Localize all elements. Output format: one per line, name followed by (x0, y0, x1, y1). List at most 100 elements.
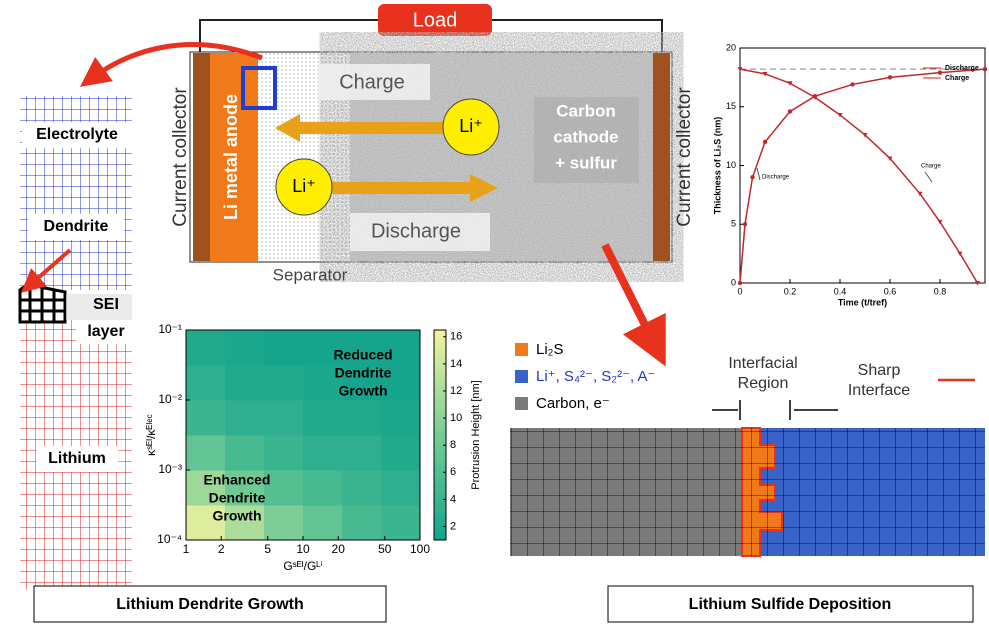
electrolyte-label: Electrolyte (36, 126, 118, 143)
x-tick-label: 0.8 (934, 286, 947, 296)
marker (763, 140, 767, 144)
colorbar-segment (434, 435, 446, 441)
cathode-label: cathode (553, 127, 618, 146)
marker (750, 175, 754, 179)
heat-cell (303, 435, 343, 471)
annotation: Dendrite (335, 365, 392, 381)
separator-label: Separator (273, 265, 348, 284)
x-tick-label: 1 (183, 542, 190, 556)
colorbar-segment (434, 430, 446, 436)
annotation: Growth (339, 383, 388, 399)
heat-cell (381, 505, 421, 541)
collector-label: Current collector (170, 87, 191, 227)
colorbar-segment (434, 372, 446, 378)
marker (938, 70, 942, 74)
colorbar-tick-label: 16 (450, 331, 462, 343)
colorbar-segment (434, 524, 446, 530)
annotation: Charge (921, 164, 941, 170)
x-axis-label: Gˢᴱᴵ/Gᴸⁱ (283, 559, 322, 573)
heat-cell (225, 400, 265, 436)
legend-swatch (515, 343, 528, 356)
y-axis-label: Thickness of Li₂S (nm) (712, 117, 722, 215)
colorbar-segment (434, 341, 446, 347)
y-tick-label: 10⁻² (158, 392, 182, 406)
y-tick-label: 10 (726, 160, 736, 170)
colorbar-segment (434, 335, 446, 341)
heat-cell (186, 330, 226, 366)
collector-label: Current collector (674, 87, 695, 227)
x-tick-label: 0.2 (784, 286, 797, 296)
x-tick-label: 50 (378, 542, 392, 556)
colorbar-segment (434, 488, 446, 494)
ion-label: Li⁺ (459, 116, 483, 136)
colorbar-segment (434, 425, 446, 431)
colorbar-tick-label: 12 (450, 385, 462, 397)
marker (738, 281, 742, 285)
caption: Lithium Sulfide Deposition (689, 596, 892, 613)
heat-cell (264, 505, 304, 541)
marker (888, 75, 892, 79)
colorbar-segment (434, 393, 446, 399)
x-tick-label: 0.4 (834, 286, 847, 296)
legend-label: Charge (945, 75, 969, 82)
legend-swatch (515, 370, 528, 383)
caption: Lithium Dendrite Growth (116, 596, 304, 613)
deposition: Li₂S Li⁺, S₄²⁻, S₂²⁻, A⁻ Carbon, e⁻ Inte… (510, 341, 985, 556)
heat-cell (381, 470, 421, 506)
colorbar-segment (434, 419, 446, 425)
dendrite-label: Dendrite (44, 218, 109, 235)
colorbar-segment (434, 362, 446, 368)
colorbar-segment (434, 330, 446, 336)
load-label: Load (413, 9, 458, 31)
colorbar-segment (434, 377, 446, 383)
figure: Load Current collector Current collector… (0, 0, 989, 624)
collector-left (193, 53, 210, 261)
colorbar-tick-label: 8 (450, 439, 456, 451)
x-tick-label: 0.6 (884, 286, 897, 296)
colorbar-segment (434, 409, 446, 415)
y-tick-label: 10⁻¹ (158, 322, 182, 336)
colorbar-segment (434, 509, 446, 515)
ion-label: Li⁺ (292, 176, 316, 196)
colorbar-segment (434, 482, 446, 488)
heat-cell (381, 435, 421, 471)
heat-cell (342, 470, 382, 506)
cathode-label: Carbon (556, 101, 616, 120)
y-tick-label: 0 (731, 277, 736, 287)
y-axis-label: κˢᴱᴵ/κᴱˡᵉᶜ (144, 414, 158, 456)
legend-label: Li⁺, S₄²⁻, S₂²⁻, A⁻ (536, 368, 655, 385)
colorbar-segment (434, 519, 446, 525)
colorbar-segment (434, 530, 446, 536)
y-tick-label: 5 (731, 219, 736, 229)
colorbar-segment (434, 477, 446, 483)
marker (850, 82, 854, 86)
charge-label: Charge (339, 71, 405, 93)
heatmap-chart: 12510205010010⁻⁴10⁻³10⁻²10⁻¹Gˢᴱᴵ/Gᴸⁱκˢᴱᴵ… (144, 322, 482, 573)
x-tick-label: 10 (296, 542, 310, 556)
colorbar-label: Protrusion Height [nm] (470, 380, 482, 489)
x-axis-label: Time (t/tref) (838, 297, 887, 307)
legend-label: Li₂S (536, 341, 564, 358)
colorbar-segment (434, 367, 446, 373)
colorbar-segment (434, 404, 446, 410)
sharp-label: Sharp (858, 362, 901, 379)
colorbar-segment (434, 451, 446, 457)
heat-cell (225, 330, 265, 366)
heat-cell (264, 365, 304, 401)
lithium-label: Lithium (48, 450, 106, 467)
colorbar-segment (434, 398, 446, 404)
y-tick-label: 10⁻³ (158, 462, 182, 476)
x-tick-label: 100 (410, 542, 430, 556)
heat-cell (225, 365, 265, 401)
heat-cell (264, 400, 304, 436)
battery: Load Current collector Current collector… (92, 4, 695, 345)
colorbar-segment (434, 461, 446, 467)
heat-cell (303, 470, 343, 506)
discharge-label: Discharge (371, 220, 461, 242)
annotation: Enhanced (204, 472, 271, 488)
page: {"battery":{"load":"Load","charge":"Char… (0, 0, 989, 624)
annotation: Dendrite (209, 490, 266, 506)
marker (983, 67, 987, 71)
x-tick-label: 2 (218, 542, 225, 556)
heat-cell (381, 400, 421, 436)
